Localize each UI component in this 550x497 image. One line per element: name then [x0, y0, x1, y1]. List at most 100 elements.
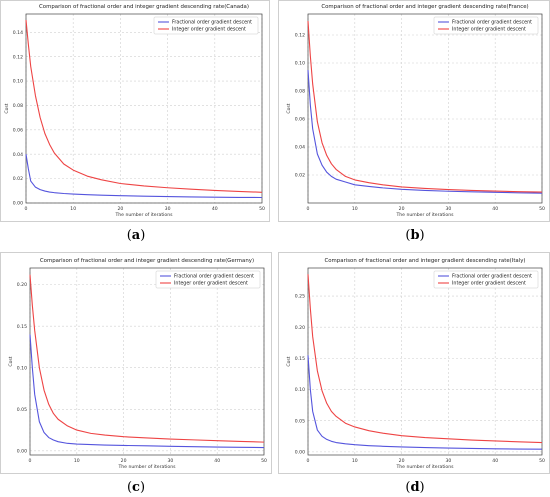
y-tick-label: 0.08 [13, 103, 23, 109]
series-line-integer [25, 20, 263, 193]
x-tick-label: 10 [74, 458, 80, 464]
chart-title: Comparison of fractional order and integ… [40, 258, 254, 264]
chart-panel-italy: 0 10 20 30 40 50 0.00 0.05 0.10 0.15 0.20 0.25 Compa… [278, 252, 550, 474]
x-tick-label: 10 [352, 458, 358, 464]
legend: Fractional order gradient descentInteger… [153, 16, 259, 35]
plot-area-frame [25, 13, 263, 204]
legend-label: Fractional order gradient descent [452, 20, 532, 26]
x-tick-label: 40 [492, 458, 498, 464]
x-tick-label: 20 [121, 458, 127, 464]
y-tick-label: 0.15 [17, 324, 27, 330]
y-tick-label: 0.00 [13, 201, 23, 207]
legend-label: Fractional order gradient descent [174, 274, 254, 280]
legend-label: Integer order gradient descent [452, 281, 526, 287]
y-axis-label: Cost [4, 103, 10, 113]
y-tick-label: 0.06 [13, 127, 23, 133]
x-tick-label: 10 [352, 206, 358, 212]
y-tick-label: 0.10 [17, 365, 27, 371]
y-tick-label: 0.10 [295, 387, 305, 393]
legend: Fractional order gradient descentInteger… [433, 270, 539, 289]
y-tick-label: 0.12 [13, 54, 23, 60]
legend-box [433, 16, 539, 35]
y-axis-label: Cost [286, 103, 292, 113]
x-tick-label: 40 [214, 458, 220, 464]
x-tick-label: 30 [445, 206, 451, 212]
figure-frame [0, 252, 272, 474]
figure-frame [278, 0, 550, 222]
series-line-fractional [29, 334, 265, 449]
y-axis-label: Cost [286, 356, 292, 366]
legend-box [433, 270, 539, 289]
x-tick-label: 50 [259, 206, 265, 212]
y-tick-label: 0.14 [13, 30, 23, 36]
chart-svg: 0 10 20 30 40 50 0.02 0.04 0.06 0.08 0.10 0.12 Compa… [278, 0, 550, 222]
x-tick-label: 50 [261, 458, 267, 464]
x-tick-label: 0 [29, 458, 32, 464]
series-line-integer [307, 20, 543, 193]
x-tick-label: 30 [165, 206, 171, 212]
x-tick-label: 0 [25, 206, 28, 212]
chart-svg: 0 10 20 30 40 50 0.00 0.05 0.10 0.15 0.20 Compariso… [0, 252, 272, 474]
legend-box [153, 16, 259, 35]
y-tick-label: 0.06 [295, 117, 305, 123]
legend-label: Integer order gradient descent [172, 27, 246, 33]
chart-svg: 0 10 20 30 40 50 0.00 0.05 0.10 0.15 0.20 0.25 Compa… [278, 252, 550, 474]
x-tick-label: 20 [399, 206, 405, 212]
chart-panel-canada: 0 10 20 30 40 50 0.00 0.02 0.04 0.06 0.08 0.10 0.12 0… [0, 0, 270, 222]
x-tick-label: 50 [539, 206, 545, 212]
y-tick-label: 0.05 [295, 418, 305, 424]
x-tick-label: 30 [445, 458, 451, 464]
y-tick-label: 0.12 [295, 33, 305, 39]
chart-title: Comparison of fractional order and integ… [324, 258, 525, 264]
x-axis-label: The number of iterations [395, 212, 454, 218]
y-tick-label: 0.20 [17, 282, 27, 288]
chart-panel-germany: 0 10 20 30 40 50 0.00 0.05 0.10 0.15 0.20 Compariso… [0, 252, 272, 474]
x-axis-label: The number of iterations [114, 212, 173, 218]
caption-a: (a) [126, 228, 146, 243]
x-tick-label: 30 [167, 458, 173, 464]
x-tick-label: 40 [492, 206, 498, 212]
y-tick-label: 0.05 [17, 407, 27, 413]
legend-label: Fractional order gradient descent [452, 274, 532, 280]
x-tick-label: 0 [307, 458, 310, 464]
y-tick-label: 0.10 [295, 61, 305, 67]
y-tick-label: 0.08 [295, 89, 305, 95]
y-tick-label: 0.20 [295, 325, 305, 331]
x-tick-label: 10 [70, 206, 76, 212]
chart-svg: 0 10 20 30 40 50 0.00 0.02 0.04 0.06 0.08 0.10 0.12 0… [0, 0, 270, 222]
legend-box [155, 270, 261, 289]
caption-b: (b) [405, 228, 425, 243]
x-tick-label: 20 [399, 458, 405, 464]
y-tick-label: 0.02 [13, 176, 23, 182]
y-tick-label: 0.25 [295, 294, 305, 300]
chart-title: Comparison of fractional order and integ… [39, 4, 249, 10]
x-axis-label: The number of iterations [395, 464, 454, 470]
x-tick-label: 50 [539, 458, 545, 464]
caption-c: (c) [126, 480, 146, 495]
y-tick-label: 0.04 [13, 152, 23, 158]
y-tick-label: 0.10 [13, 79, 23, 85]
series-line-integer [307, 274, 543, 444]
y-tick-label: 0.15 [295, 356, 305, 362]
y-tick-label: 0.02 [295, 173, 305, 179]
legend: Fractional order gradient descentInteger… [433, 16, 539, 35]
caption-d: (d) [405, 480, 425, 495]
plot-area-frame [29, 267, 265, 456]
series-line-integer [29, 274, 265, 443]
y-axis-label: Cost [8, 356, 14, 366]
legend-label: Fractional order gradient descent [172, 20, 252, 26]
x-tick-label: 20 [117, 206, 123, 212]
legend-label: Integer order gradient descent [452, 27, 526, 33]
y-tick-label: 0.00 [17, 448, 27, 454]
series-line-fractional [25, 154, 263, 199]
series-line-fractional [307, 355, 543, 450]
series-line-fractional [307, 69, 543, 194]
legend: Fractional order gradient descentInteger… [155, 270, 261, 289]
plot-area-frame [307, 13, 543, 204]
chart-panel-france: 0 10 20 30 40 50 0.02 0.04 0.06 0.08 0.10 0.12 Compa… [278, 0, 550, 222]
x-axis-label: The number of iterations [117, 464, 176, 470]
x-tick-label: 0 [307, 206, 310, 212]
x-tick-label: 40 [212, 206, 218, 212]
y-tick-label: 0.00 [295, 449, 305, 455]
legend-label: Integer order gradient descent [174, 281, 248, 287]
